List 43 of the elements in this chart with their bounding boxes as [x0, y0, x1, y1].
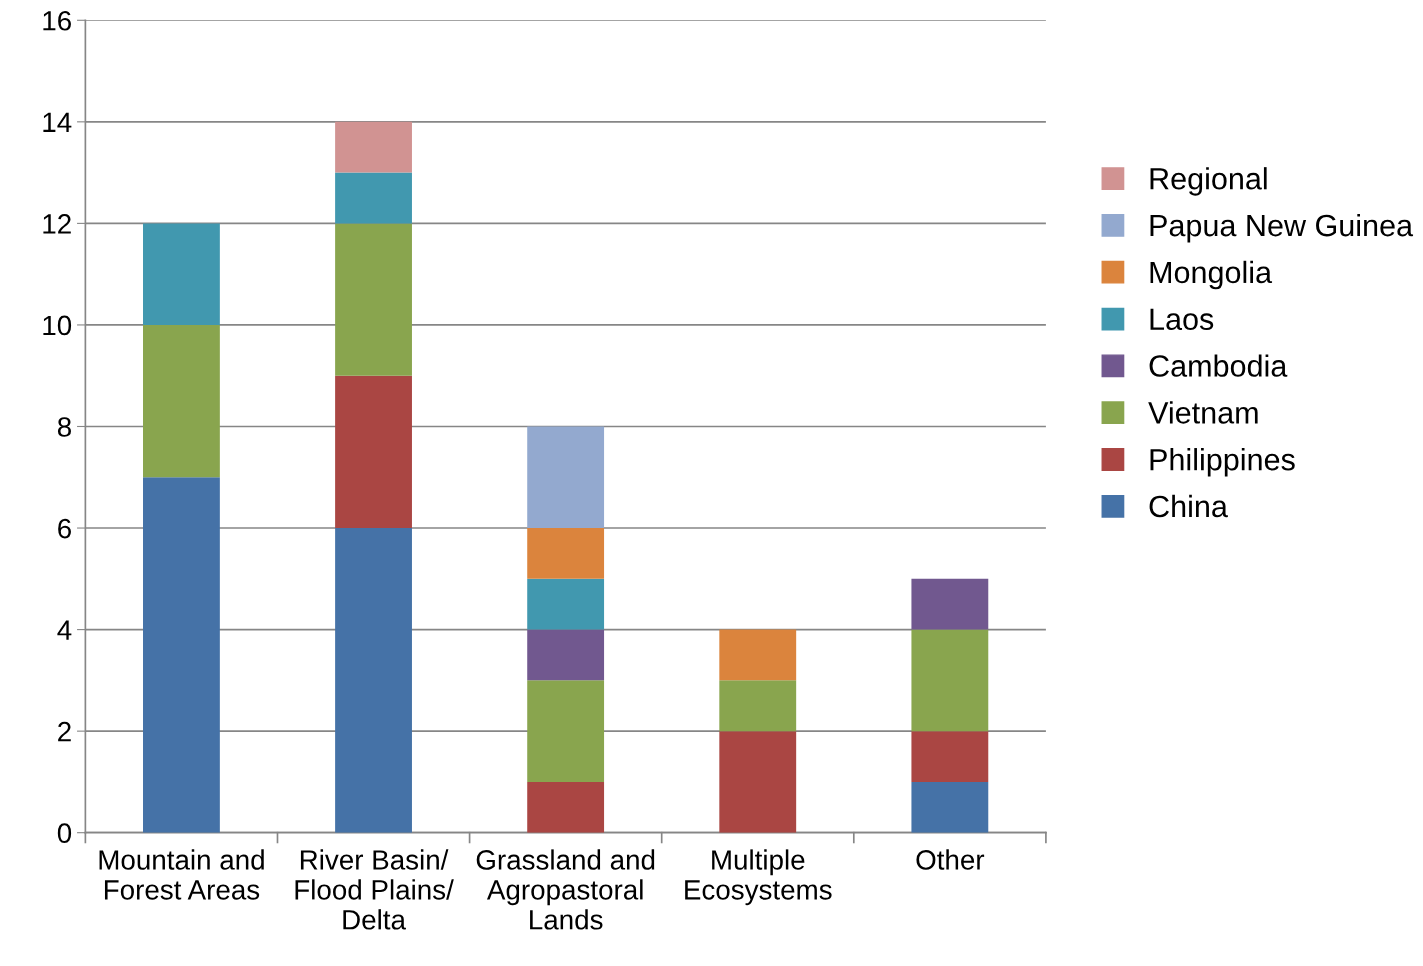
bar: [719, 629, 797, 681]
y-tick-label: 8: [57, 417, 71, 437]
legend-label: Mongolia: [1150, 260, 1273, 290]
legend-label: Philippines: [1150, 448, 1295, 477]
bar: [527, 629, 605, 681]
x-tick-label: Mountain and Forest Areas: [99, 849, 264, 900]
bar: [335, 375, 412, 529]
x-tick-label: Grassland and Agropastoral Lands: [476, 849, 655, 930]
bar: [527, 426, 605, 529]
bar: [335, 121, 412, 173]
y-tick-label: 6: [58, 518, 71, 539]
bar: [527, 528, 605, 579]
x-tick-label: Other: [916, 849, 985, 870]
y-tick-label: 10: [43, 315, 72, 336]
legend-label: Papua New Guinea: [1150, 213, 1414, 243]
legend-label: China: [1149, 494, 1228, 518]
bar: [911, 731, 989, 782]
bar: [527, 781, 605, 833]
bar: [335, 172, 412, 224]
legend-label: Laos: [1150, 308, 1214, 331]
y-tick-label: 12: [43, 214, 71, 234]
bar: [719, 731, 797, 833]
bar: [911, 578, 989, 630]
y-tick-label: 14: [43, 112, 72, 132]
bar: [719, 680, 797, 732]
legend-label: Regional: [1150, 167, 1267, 196]
y-tick-label: 0: [57, 823, 72, 844]
bar: [143, 223, 220, 325]
y-tick-label: 2: [58, 721, 71, 742]
x-tick-label: River Basin/ Flood Plains/ Delta: [295, 849, 454, 930]
bar: [335, 223, 412, 376]
bar: [911, 781, 989, 833]
bar: [335, 528, 412, 833]
legend-label: Cambodia: [1149, 354, 1288, 377]
bar: [527, 578, 605, 630]
y-tick-label: 16: [43, 10, 71, 31]
bar: [527, 680, 605, 782]
bar: [911, 629, 989, 732]
bar: [143, 477, 220, 833]
bar: [143, 324, 220, 478]
legend-label: Vietnam: [1148, 401, 1258, 424]
y-tick-label: 4: [57, 620, 72, 640]
x-tick-label: Multiple Ecosystems: [685, 849, 832, 906]
